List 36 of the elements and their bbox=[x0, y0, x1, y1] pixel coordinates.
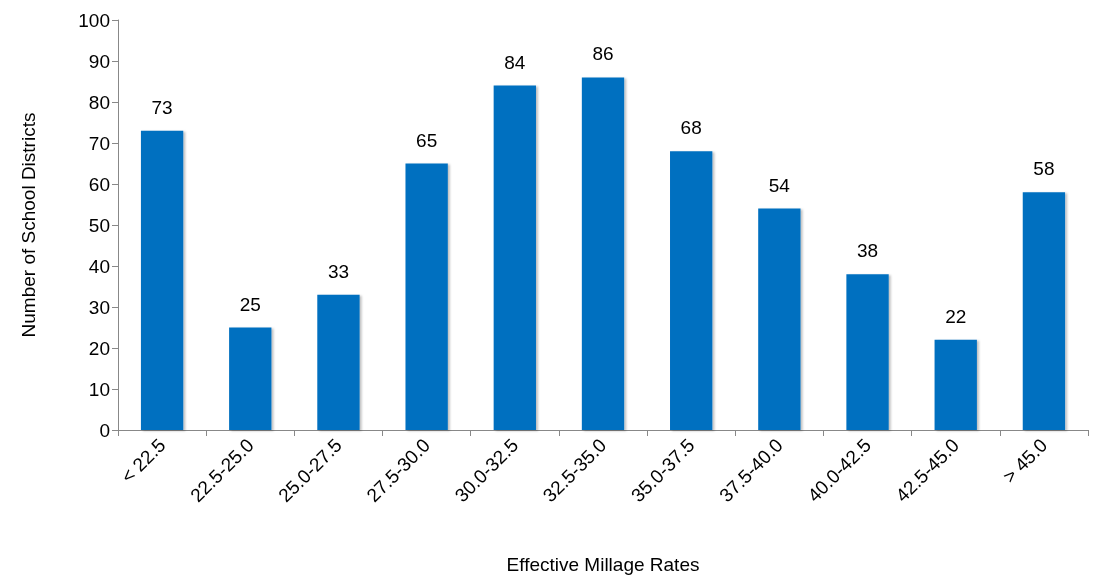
y-tick-label: 60 bbox=[88, 173, 110, 195]
bar bbox=[758, 208, 801, 430]
y-tick-label: 90 bbox=[88, 50, 110, 72]
bar bbox=[405, 163, 448, 430]
data-label: 38 bbox=[856, 240, 879, 262]
y-tick-label: 40 bbox=[88, 255, 110, 277]
bar bbox=[140, 130, 184, 430]
x-tick-label: > 45.0 bbox=[998, 434, 1052, 488]
data-label: 65 bbox=[416, 129, 438, 151]
y-tick-label: 10 bbox=[88, 378, 110, 400]
y-tick-label: 80 bbox=[88, 91, 110, 113]
data-label: 73 bbox=[151, 96, 173, 118]
y-tick-label: 30 bbox=[88, 296, 110, 318]
data-label: 84 bbox=[504, 51, 526, 73]
data-label: 54 bbox=[768, 174, 791, 196]
data-label: 86 bbox=[592, 43, 614, 65]
bar bbox=[1022, 192, 1066, 430]
data-label: 33 bbox=[327, 260, 350, 282]
bar bbox=[934, 339, 977, 430]
y-tick-label: 50 bbox=[88, 214, 110, 236]
bar bbox=[229, 327, 272, 430]
data-label: 22 bbox=[945, 305, 967, 327]
bar bbox=[493, 85, 536, 430]
bar bbox=[317, 294, 360, 430]
data-label: 68 bbox=[680, 117, 702, 139]
y-tick-label: 0 bbox=[99, 419, 110, 441]
bar bbox=[581, 77, 625, 430]
y-tick-label: 100 bbox=[78, 9, 110, 31]
bar bbox=[846, 274, 889, 430]
y-axis-title: Number of School Districts bbox=[18, 112, 39, 338]
data-label: 58 bbox=[1033, 158, 1055, 180]
x-axis-title: Effective Millage Rates bbox=[506, 554, 700, 575]
y-tick-label: 70 bbox=[88, 132, 110, 154]
y-tick-label: 20 bbox=[88, 337, 110, 359]
bar bbox=[670, 151, 713, 430]
data-label: 25 bbox=[239, 293, 261, 315]
